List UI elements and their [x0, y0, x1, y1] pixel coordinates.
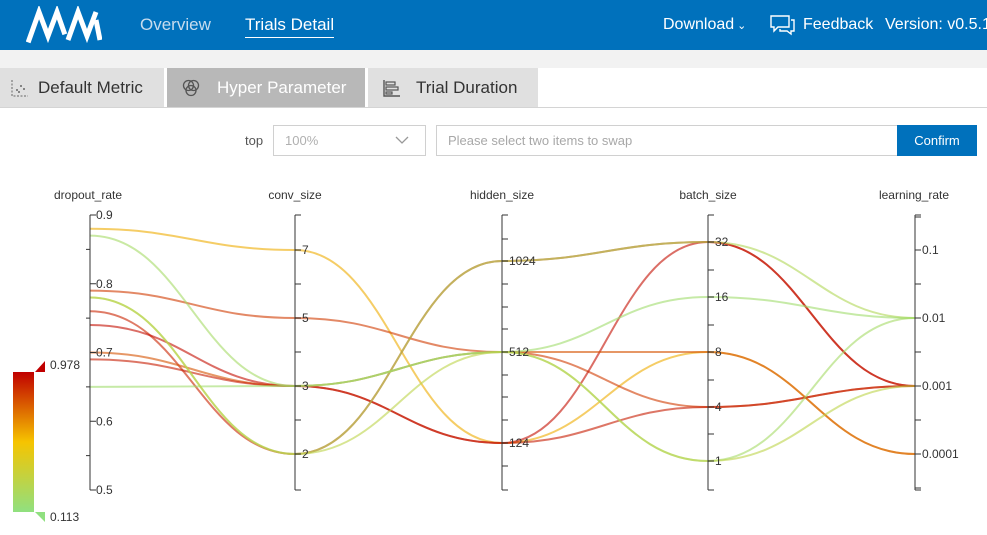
tick-label: 124 — [509, 436, 529, 450]
tick-label: 0.9 — [96, 208, 113, 222]
nav-trials-detail[interactable]: Trials Detail — [245, 0, 335, 50]
parallel-coordinates-chart: dropout_rate0.90.80.70.60.5conv_size7532… — [13, 188, 959, 524]
download-label: Download — [663, 16, 735, 33]
tick-label: 2 — [302, 447, 309, 461]
color-legend[interactable]: 0.978 0.113 — [13, 358, 80, 524]
feedback-icon[interactable] — [769, 14, 796, 36]
tick-label: 0.6 — [96, 414, 113, 428]
tab-default-metric-label: Default Metric — [38, 78, 143, 97]
axis-dropout-rate[interactable]: dropout_rate 0.9 0.8 0.7 0.6 0.5 — [54, 188, 122, 497]
axis-name[interactable]: dropout_rate — [54, 188, 122, 202]
confirm-button[interactable]: Confirm — [897, 125, 977, 156]
hyper-parameter-icon — [182, 79, 200, 97]
legend-min-label: 0.113 — [50, 510, 79, 524]
top-percent-select[interactable]: 100% — [273, 125, 426, 156]
tick-label: 0.8 — [96, 277, 113, 291]
top-percent-value: 100% — [285, 133, 319, 148]
axis-batch-size[interactable]: batch_size 32 16 8 4 1 — [679, 188, 737, 491]
axis-name[interactable]: learning_rate — [879, 188, 949, 202]
tick-label: 32 — [715, 235, 729, 249]
tick-label: 3 — [302, 379, 309, 393]
tick-label: 0.5 — [96, 483, 113, 497]
tick-label: 4 — [715, 400, 722, 414]
tick-label: 5 — [302, 311, 309, 325]
trial-line[interactable] — [89, 240, 916, 445]
nav-trials-detail-label: Trials Detail — [245, 15, 335, 38]
tick-label: 0.01 — [922, 311, 946, 325]
tab-trial-duration-label: Trial Duration — [416, 78, 518, 97]
bar-chart-icon — [383, 80, 400, 97]
version-label: Version: v0.5.1 — [885, 16, 987, 33]
tick-label: 8 — [715, 345, 722, 359]
tick-label: 0.1 — [922, 243, 939, 257]
top-label: top — [245, 133, 264, 148]
tab-hyper-parameter-label: Hyper Parameter — [217, 78, 347, 97]
tab-default-metric[interactable]: Default Metric — [0, 68, 164, 107]
legend-max-label: 0.978 — [50, 358, 80, 372]
axis-name[interactable]: hidden_size — [470, 188, 534, 202]
axis-learning-rate[interactable]: learning_rate 0.1 0.01 0.001 0.0001 — [879, 188, 959, 491]
tick-label: 0.7 — [96, 346, 113, 360]
chevron-down-icon: ⌄ — [737, 20, 747, 32]
legend-max-handle[interactable] — [35, 361, 45, 372]
tick-label: 16 — [715, 290, 729, 304]
nav-overview[interactable]: Overview — [140, 15, 211, 34]
tab-trial-duration[interactable]: Trial Duration — [368, 68, 538, 107]
tick-label: 0.001 — [922, 379, 952, 393]
axis-name[interactable]: batch_size — [679, 188, 737, 202]
color-gradient-bar — [13, 372, 34, 512]
axis-hidden-size[interactable]: hidden_size 1024 512 124 — [470, 188, 536, 491]
download-menu[interactable]: Download ⌄ — [663, 0, 746, 50]
chevron-down-icon — [395, 136, 409, 144]
legend-min-handle[interactable] — [35, 512, 45, 522]
tick-label: 512 — [509, 345, 529, 359]
scatter-chart-icon — [11, 80, 28, 97]
tick-label: 7 — [302, 243, 309, 257]
tick-label: 1024 — [509, 254, 536, 268]
header-spacer — [0, 50, 987, 68]
tick-label: 0.0001 — [922, 447, 959, 461]
axis-name[interactable]: conv_size — [268, 188, 322, 202]
tab-bar: Default Metric Hyper Parameter Trial Dur… — [0, 68, 987, 108]
nni-logo[interactable] — [26, 6, 102, 44]
top-header: Overview Trials Detail Download ⌄ Feedbac… — [0, 0, 987, 50]
axis-conv-size[interactable]: conv_size 7 5 3 2 — [268, 188, 322, 491]
swap-axes-input[interactable] — [436, 125, 898, 156]
feedback-link[interactable]: Feedback — [803, 16, 874, 33]
tab-hyper-parameter[interactable]: Hyper Parameter — [167, 68, 365, 107]
tick-label: 1 — [715, 454, 722, 468]
